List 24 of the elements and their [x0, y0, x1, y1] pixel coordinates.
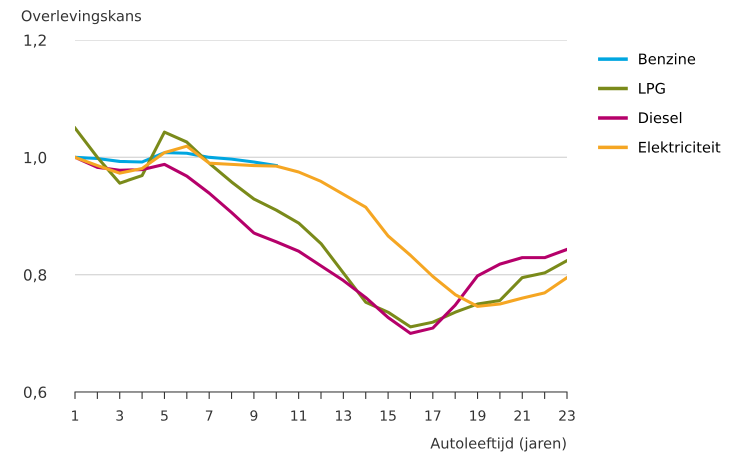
- x-tick-label: 7: [206, 410, 212, 421]
- x-tick-label: 1: [72, 410, 78, 421]
- legend-label: Diesel: [639, 112, 682, 124]
- legend-label: LPG: [639, 82, 665, 94]
- legend-label: Elektriciteit: [639, 141, 720, 153]
- x-tick-label: 23: [559, 410, 575, 421]
- x-tick-label: 13: [336, 410, 352, 421]
- y-axis-title: Overlevingskans: [22, 10, 142, 24]
- y-tick-label: 1,0: [24, 152, 46, 165]
- y-tick-label: 1,2: [24, 34, 46, 48]
- legend-label: Benzine: [639, 53, 696, 64]
- x-axis-title: Autoleeftijd (jaren): [430, 437, 566, 452]
- x-tick-label: 17: [426, 410, 440, 421]
- y-tick-label: 0,6: [24, 386, 46, 400]
- x-tick-label: 21: [514, 410, 530, 421]
- x-tick-label: 3: [116, 410, 124, 421]
- line-series: [75, 126, 567, 328]
- x-tick-label: 19: [470, 410, 486, 421]
- line-series: [75, 144, 567, 308]
- x-tick-label: 15: [380, 410, 396, 421]
- x-tick-label: 9: [250, 410, 258, 421]
- y-tick-label: 0,8: [24, 269, 46, 282]
- x-tick-label: 5: [161, 410, 168, 421]
- x-tick-label: 11: [291, 410, 306, 421]
